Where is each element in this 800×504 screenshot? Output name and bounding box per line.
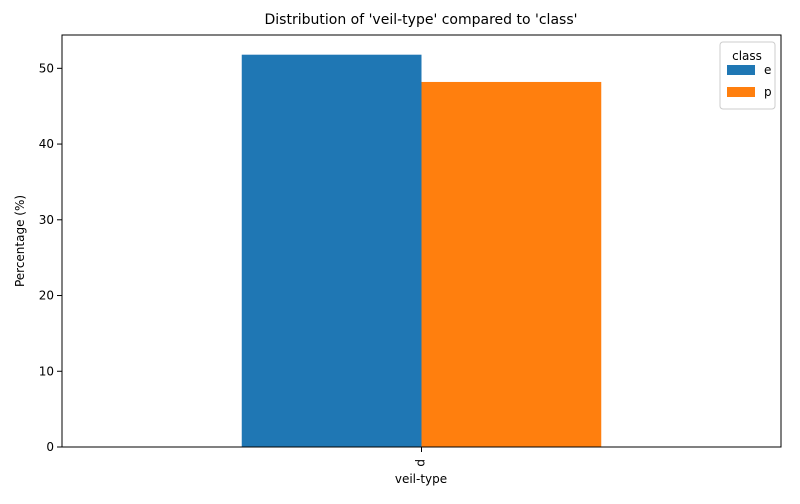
bar-p-p	[421, 81, 602, 448]
legend: class ep	[719, 41, 776, 110]
bar-e-p	[241, 54, 422, 448]
x-axis-ticks: p	[415, 447, 429, 467]
y-axis-label: Percentage (%)	[13, 195, 27, 287]
y-tick-label: 0	[46, 440, 54, 454]
x-axis-label: veil-type	[395, 472, 447, 486]
legend-swatch-e	[727, 65, 755, 75]
y-tick-label: 40	[39, 137, 54, 151]
y-tick-label: 30	[39, 213, 54, 227]
bars-group	[241, 54, 602, 448]
y-tick-label: 20	[39, 289, 54, 303]
y-axis-ticks: 0 10 20 30 40 50	[39, 61, 62, 454]
legend-swatch-p	[727, 87, 755, 97]
y-tick-label: 10	[39, 364, 54, 378]
legend-title: class	[732, 49, 762, 63]
legend-items: ep	[727, 63, 772, 99]
y-tick-label: 50	[39, 61, 54, 75]
legend-label-e: e	[764, 63, 771, 77]
chart-title: Distribution of 'veil-type' compared to …	[265, 12, 578, 28]
plot-frame	[61, 34, 782, 448]
x-tick-label: p	[415, 459, 429, 467]
legend-label-p: p	[764, 85, 772, 99]
